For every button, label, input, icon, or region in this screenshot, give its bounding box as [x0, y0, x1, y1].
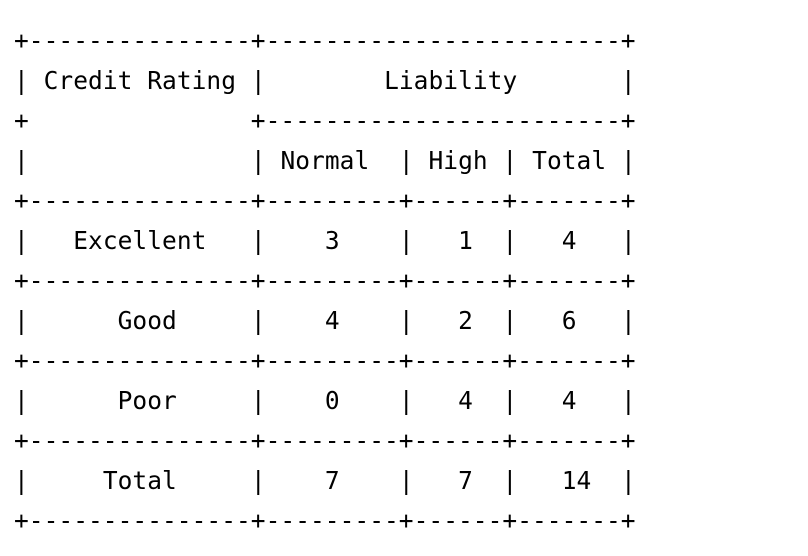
- column-header-normal: Normal: [280, 146, 370, 175]
- header-row-1: | Credit Rating | Liability |: [14, 66, 636, 95]
- border-bottom: +---------------+---------+------+------…: [14, 506, 636, 535]
- table-cell: 0: [324, 386, 340, 415]
- table-cell: 4: [561, 386, 577, 415]
- header-row-2: | | Normal | High | Total |: [14, 146, 636, 175]
- border-top: +---------------+-----------------------…: [14, 26, 636, 55]
- row-label-excellent: Excellent: [73, 226, 207, 255]
- column-header-total: Total: [532, 146, 607, 175]
- table-cell: 2: [458, 306, 473, 335]
- border-row-1: +---------------+---------+------+------…: [14, 266, 636, 295]
- border-row-0: +---------------+---------+------+------…: [14, 186, 636, 215]
- row-label-good: Good: [117, 306, 177, 335]
- table-row-total: | Total | 7 | 7 | 14 |: [14, 466, 636, 495]
- table-cell: 7: [324, 466, 340, 495]
- table-cell: 4: [324, 306, 340, 335]
- table-cell: 7: [458, 466, 473, 495]
- table-row-good: | Good | 4 | 2 | 6 |: [14, 306, 636, 335]
- border-header-mid: + +------------------------+: [14, 106, 636, 135]
- border-row-2: +---------------+---------+------+------…: [14, 346, 636, 375]
- contingency-table: +---------------+-----------------------…: [14, 21, 636, 541]
- table-cell: 3: [324, 226, 340, 255]
- row-label-total: Total: [102, 466, 177, 495]
- row-header-label: Credit Rating: [43, 66, 237, 95]
- table-cell: 4: [458, 386, 473, 415]
- table-cell: 1: [458, 226, 473, 255]
- table-row-poor: | Poor | 0 | 4 | 4 |: [14, 386, 636, 415]
- table-row-excellent: | Excellent | 3 | 1 | 4 |: [14, 226, 636, 255]
- row-label-poor: Poor: [117, 386, 177, 415]
- table-cell: 14: [561, 466, 592, 495]
- table-cell: 4: [561, 226, 577, 255]
- table-cell: 6: [561, 306, 577, 335]
- border-row-3: +---------------+---------+------+------…: [14, 426, 636, 455]
- column-group-label: Liability: [384, 66, 518, 95]
- column-header-high: High: [428, 146, 488, 175]
